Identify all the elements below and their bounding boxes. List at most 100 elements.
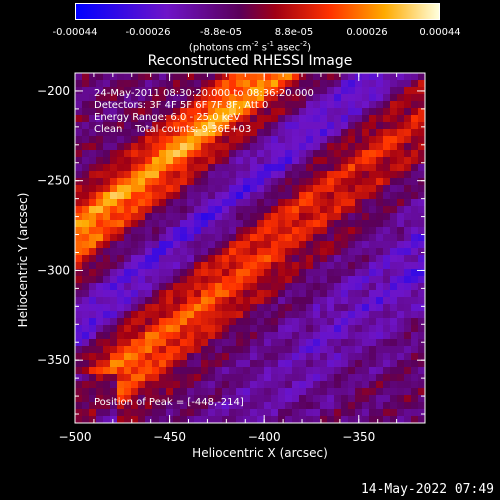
heatmap-cell: [418, 171, 426, 179]
heatmap-cell: [411, 416, 419, 424]
heatmap-cell: [397, 185, 405, 193]
heatmap-cell: [236, 80, 244, 88]
heatmap-cell: [390, 416, 398, 424]
heatmap-cell: [362, 409, 370, 417]
heatmap-cell: [257, 122, 265, 130]
heatmap-cell: [166, 297, 174, 305]
heatmap-cell: [145, 143, 153, 151]
heatmap-cell: [236, 227, 244, 235]
colorbar-tick: 8.8e-05: [274, 27, 314, 38]
heatmap-cell: [103, 346, 111, 354]
heatmap-cell: [299, 269, 307, 277]
heatmap-cell: [390, 115, 398, 123]
heatmap-cell: [257, 94, 265, 102]
heatmap-cell: [369, 297, 377, 305]
heatmap-cell: [215, 290, 223, 298]
heatmap-cell: [250, 178, 258, 186]
heatmap-cell: [229, 374, 237, 382]
heatmap-cell: [383, 381, 391, 389]
heatmap-cell: [390, 171, 398, 179]
heatmap-cell: [215, 143, 223, 151]
heatmap-cell: [229, 213, 237, 221]
heatmap-cell: [103, 318, 111, 326]
heatmap-cell: [180, 248, 188, 256]
heatmap-cell: [306, 388, 314, 396]
heatmap-cell: [341, 304, 349, 312]
heatmap-cell: [292, 192, 300, 200]
heatmap-cell: [180, 115, 188, 123]
heatmap-cell: [334, 101, 342, 109]
heatmap-cell: [369, 346, 377, 354]
heatmap-cell: [362, 297, 370, 305]
heatmap-cell: [222, 325, 230, 333]
heatmap-cell: [369, 115, 377, 123]
heatmap-cell: [89, 94, 97, 102]
heatmap-cell: [404, 213, 412, 221]
heatmap-cell: [383, 332, 391, 340]
heatmap-cell: [89, 339, 97, 347]
heatmap-cell: [355, 171, 363, 179]
heatmap-cell: [222, 227, 230, 235]
heatmap-cell: [117, 332, 125, 340]
heatmap-cell: [327, 374, 335, 382]
heatmap-cell: [159, 171, 167, 179]
heatmap-cell: [229, 136, 237, 144]
heatmap-cell: [96, 290, 104, 298]
heatmap-cell: [187, 248, 195, 256]
heatmap-cell: [348, 241, 356, 249]
heatmap-cell: [390, 199, 398, 207]
heatmap-cell: [138, 101, 146, 109]
heatmap-cell: [180, 402, 188, 410]
heatmap-cell: [264, 192, 272, 200]
heatmap-cell: [96, 206, 104, 214]
heatmap-cell: [299, 241, 307, 249]
heatmap-cell: [243, 129, 251, 137]
heatmap-cell: [75, 304, 83, 312]
heatmap-cell: [145, 157, 153, 165]
heatmap-cell: [306, 108, 314, 116]
heatmap-cell: [285, 143, 293, 151]
heatmap-cell: [250, 94, 258, 102]
heatmap-cell: [348, 115, 356, 123]
heatmap-cell: [187, 283, 195, 291]
heatmap-cell: [362, 94, 370, 102]
heatmap-cell: [383, 409, 391, 417]
heatmap-cell: [348, 213, 356, 221]
heatmap-cell: [166, 213, 174, 221]
heatmap-cell: [110, 290, 118, 298]
heatmap-cell: [418, 388, 426, 396]
heatmap-cell: [131, 395, 139, 403]
heatmap-cell: [89, 416, 97, 424]
heatmap-cell: [173, 276, 181, 284]
heatmap-cell: [411, 374, 419, 382]
heatmap-cell: [334, 171, 342, 179]
heatmap-cell: [124, 171, 132, 179]
heatmap-cell: [215, 248, 223, 256]
heatmap-cell: [152, 101, 160, 109]
heatmap-cell: [124, 206, 132, 214]
heatmap-cell: [215, 262, 223, 270]
heatmap-cell: [75, 241, 83, 249]
heatmap-cell: [215, 353, 223, 361]
heatmap-cell: [271, 248, 279, 256]
heatmap-cell: [243, 255, 251, 263]
heatmap-cell: [271, 318, 279, 326]
heatmap-cell: [327, 108, 335, 116]
heatmap-cell: [138, 255, 146, 263]
heatmap-cell: [138, 269, 146, 277]
heatmap-cell: [110, 346, 118, 354]
heatmap-cell: [110, 409, 118, 417]
heatmap-cell: [89, 227, 97, 235]
heatmap-cell: [145, 395, 153, 403]
heatmap-cell: [201, 241, 209, 249]
heatmap-cell: [138, 339, 146, 347]
heatmap-cell: [222, 136, 230, 144]
heatmap-cell: [341, 115, 349, 123]
heatmap-cell: [334, 346, 342, 354]
heatmap-cell: [96, 248, 104, 256]
x-axis-label: Heliocentric X (arcsec): [192, 446, 328, 460]
heatmap-cell: [257, 115, 265, 123]
colorbar-tick: -0.00044: [52, 27, 98, 38]
heatmap-cell: [208, 304, 216, 312]
heatmap-cell: [145, 367, 153, 375]
